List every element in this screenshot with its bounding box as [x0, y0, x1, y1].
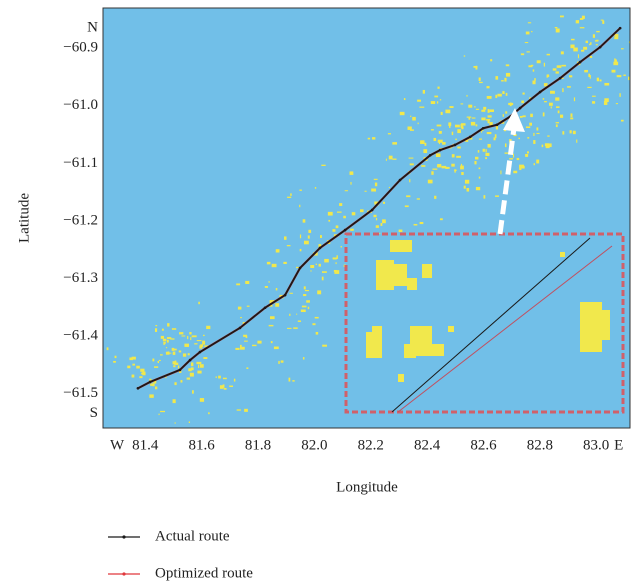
legend-marker: [122, 535, 125, 538]
route-point: [399, 179, 402, 182]
x-tick-label: 82.8: [527, 437, 553, 453]
y-tick-label: −60.9: [63, 40, 98, 56]
route-point: [189, 359, 192, 362]
route-point: [579, 61, 582, 64]
x-tick-label: W: [110, 437, 125, 453]
y-axis-label: Latitude: [16, 193, 32, 243]
route-point: [469, 136, 472, 139]
route-point: [199, 351, 202, 354]
y-tick-label: −61.0: [63, 97, 98, 113]
y-tick-label: −61.1: [63, 155, 98, 171]
route-point: [496, 123, 499, 126]
y-tick-label: −61.4: [63, 327, 98, 343]
chart: Longitude Latitude W 81.4 81.6 81.8 82.0 82.2…: [0, 0, 635, 588]
route-point: [429, 154, 432, 157]
route-point: [239, 327, 242, 330]
route-point: [137, 387, 140, 390]
route-point: [519, 107, 522, 110]
x-tick-label: 83.0: [583, 437, 609, 453]
route-point: [619, 27, 622, 30]
x-tick-label: E: [614, 437, 623, 453]
route-point: [264, 306, 267, 309]
x-tick-label: 81.4: [132, 437, 159, 453]
y-tick-label: −61.2: [63, 212, 98, 228]
x-tick-label: 82.0: [301, 437, 327, 453]
route-point: [371, 209, 374, 212]
y-tick-label: −61.5: [63, 385, 98, 401]
route-point: [454, 144, 457, 147]
y-tick-label: −61.3: [63, 270, 98, 286]
y-tick-label: S: [90, 405, 98, 421]
route-point: [179, 369, 182, 372]
y-tick-label: N: [87, 20, 98, 36]
route-point: [319, 247, 322, 250]
route-point: [599, 46, 602, 49]
route-point: [482, 127, 485, 130]
route-point: [344, 229, 347, 232]
legend-label: Optimized route: [155, 565, 253, 581]
route-point: [299, 267, 302, 270]
x-tick-label: 81.6: [189, 437, 216, 453]
route-point: [439, 149, 442, 152]
route-point: [149, 381, 152, 384]
legend-marker: [122, 572, 125, 575]
route-point: [284, 294, 287, 297]
x-tick-label: 82.2: [358, 437, 384, 453]
x-tick-label: 81.8: [245, 437, 271, 453]
zoom-inset: [346, 234, 623, 412]
legend-label: Actual route: [155, 528, 230, 544]
route-point: [559, 77, 562, 80]
route-point: [539, 91, 542, 94]
x-axis-label: Longitude: [336, 479, 398, 495]
x-tick-label: 82.4: [414, 437, 441, 453]
x-tick-label: 82.6: [470, 437, 497, 453]
